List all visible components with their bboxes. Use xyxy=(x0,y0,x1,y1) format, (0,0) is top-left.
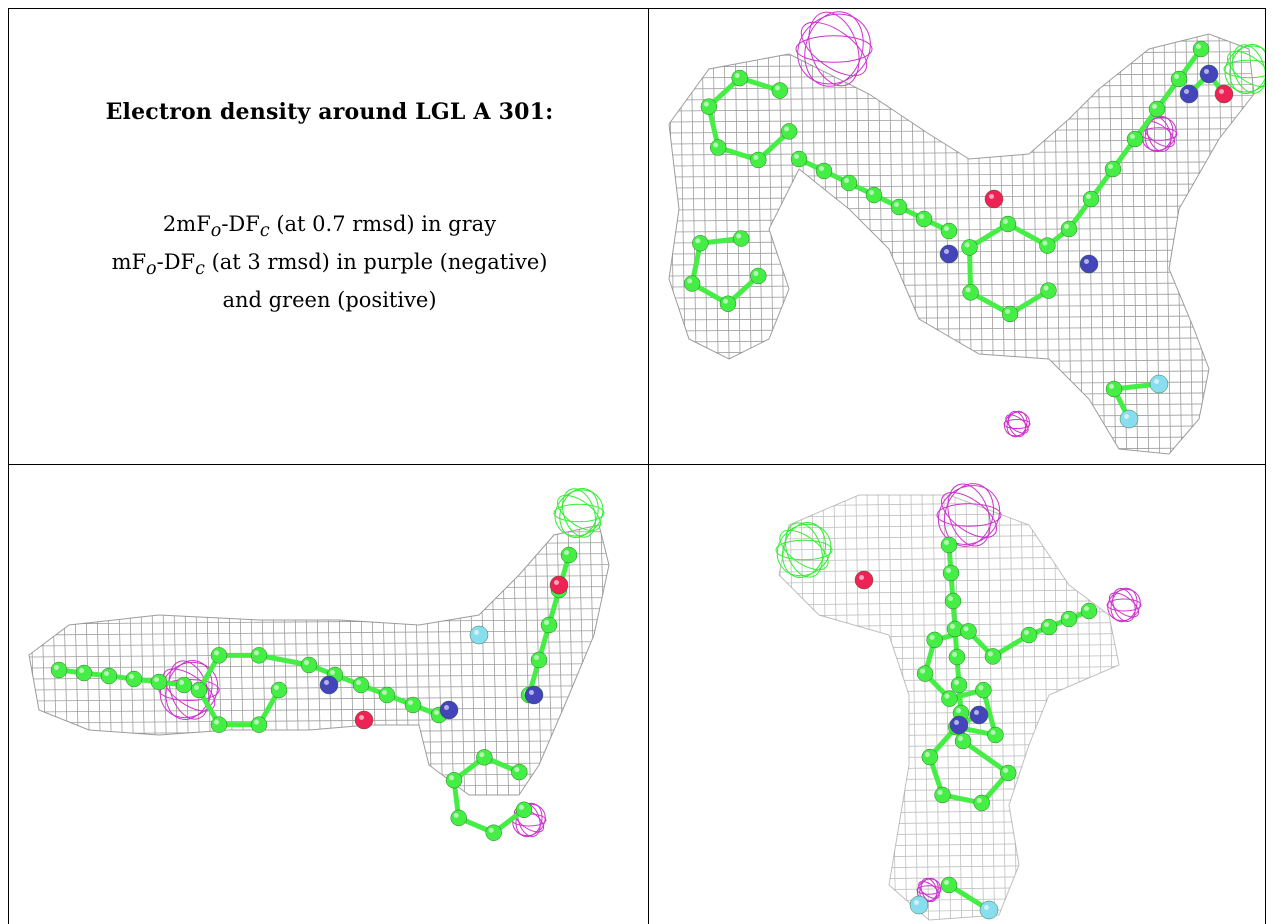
figure-grid: Electron density around LGL A 301: 2mFo-… xyxy=(8,8,1266,924)
density-render-3 xyxy=(775,483,1142,921)
legend-line-colors: and green (positive) xyxy=(222,288,437,313)
density-render-1 xyxy=(668,11,1265,455)
mesh-positive-blob xyxy=(775,522,833,578)
mesh-negative-blob xyxy=(936,483,1002,547)
mesh-2fofc xyxy=(29,525,609,795)
legend-line-2fofc: 2mFo-DFc (at 0.7 rmsd) in gray xyxy=(162,212,497,242)
density-view-2 xyxy=(8,464,649,924)
density-view-3 xyxy=(649,464,1266,924)
mesh-negative-blob xyxy=(1140,115,1178,153)
legend-line-fofc: mFo-DFc (at 3 rmsd) in purple (negative) xyxy=(111,250,548,280)
density-render-2 xyxy=(28,488,610,841)
mesh-negative-blob xyxy=(1003,410,1031,438)
mesh-negative-blob xyxy=(1106,587,1142,623)
mesh-positive-blob xyxy=(1223,44,1265,94)
caption-legend: 2mFo-DFc (at 0.7 rmsd) in gray mFo-DFc (… xyxy=(9,209,648,316)
caption-title: Electron density around LGL A 301: xyxy=(105,99,554,125)
caption-cell: Electron density around LGL A 301: 2mFo-… xyxy=(8,8,649,464)
bond-sticks xyxy=(56,552,572,836)
mesh-negative-blob xyxy=(795,11,873,87)
mesh-positive-blob xyxy=(553,488,605,538)
atom-spheres xyxy=(683,40,1234,429)
atom-spheres xyxy=(50,546,578,841)
atom-spheres xyxy=(854,536,1098,920)
density-view-1 xyxy=(649,8,1266,464)
